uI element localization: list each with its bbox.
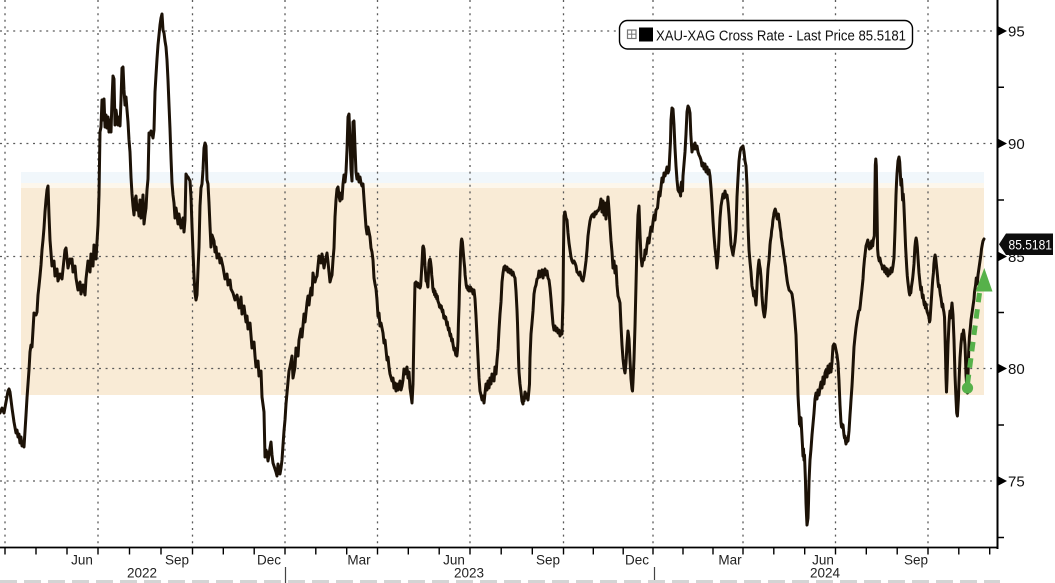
svg-text:2022: 2022 — [127, 566, 157, 581]
svg-text:Jun: Jun — [443, 553, 465, 568]
svg-text:Jun: Jun — [812, 553, 834, 568]
svg-text:75: 75 — [1008, 474, 1025, 491]
svg-text:Mar: Mar — [718, 553, 742, 568]
svg-text:Dec: Dec — [257, 553, 281, 568]
svg-text:Sep: Sep — [904, 553, 928, 568]
svg-text:95: 95 — [1008, 24, 1025, 41]
svg-text:85.5181: 85.5181 — [1009, 238, 1053, 253]
svg-text:Sep: Sep — [536, 553, 560, 568]
svg-text:Sep: Sep — [165, 553, 189, 568]
svg-text:Dec: Dec — [625, 553, 649, 568]
svg-text:2023: 2023 — [454, 566, 484, 581]
svg-text:Jun: Jun — [71, 553, 93, 568]
svg-text:80: 80 — [1008, 361, 1025, 378]
svg-text:2024: 2024 — [810, 566, 841, 581]
svg-text:XAU-XAG Cross Rate - Last Pric: XAU-XAG Cross Rate - Last Price 85.5181 — [656, 28, 906, 45]
svg-text:Mar: Mar — [347, 553, 371, 568]
svg-text:90: 90 — [1008, 136, 1025, 153]
